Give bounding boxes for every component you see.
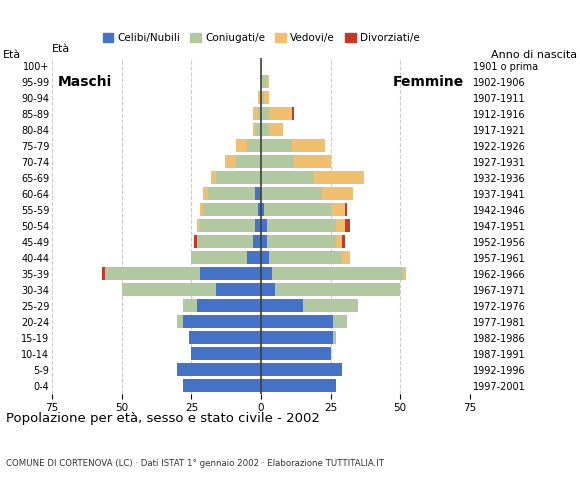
Bar [334,331,336,344]
Bar [261,379,336,392]
Bar [261,75,267,88]
Bar [342,251,350,264]
Bar [255,219,261,232]
Bar [208,187,255,200]
Bar [197,299,261,312]
Bar [216,171,261,184]
Bar [322,187,353,200]
Bar [253,107,258,120]
Bar [247,139,261,152]
Bar [200,267,261,280]
Bar [336,219,345,232]
Bar [261,235,267,248]
Bar [261,203,264,216]
Bar [269,251,342,264]
Bar [202,203,258,216]
Bar [269,107,292,120]
Bar [261,123,269,136]
Bar [225,155,236,168]
Bar [253,235,261,248]
Bar [261,187,322,200]
Bar [261,347,331,360]
Bar [272,267,403,280]
Bar [258,91,261,104]
Bar [267,235,336,248]
Bar [261,155,295,168]
Bar [194,235,197,248]
Bar [261,363,342,376]
Bar [183,379,261,392]
Bar [342,235,345,248]
Bar [292,107,295,120]
Bar [105,267,200,280]
Bar [183,315,261,328]
Bar [314,171,364,184]
Bar [200,219,255,232]
Bar [261,331,334,344]
Bar [253,123,255,136]
Bar [295,155,331,168]
Text: Età: Età [3,50,21,60]
Bar [211,171,216,184]
Bar [269,123,283,136]
Bar [261,315,334,328]
Text: Maschi: Maschi [58,74,112,89]
Text: COMUNE DI CORTENOVA (LC) · Dati ISTAT 1° gennaio 2002 · Elaborazione TUTTITALIA.: COMUNE DI CORTENOVA (LC) · Dati ISTAT 1°… [6,459,384,468]
Bar [261,139,292,152]
Bar [258,203,261,216]
Text: Popolazione per età, sesso e stato civile - 2002: Popolazione per età, sesso e stato civil… [6,412,320,425]
Bar [261,267,272,280]
Bar [255,187,261,200]
Bar [261,107,269,120]
Bar [267,75,269,88]
Bar [197,235,253,248]
Bar [275,283,400,296]
Bar [267,219,336,232]
Bar [345,203,347,216]
Bar [258,107,261,120]
Bar [303,299,358,312]
Bar [264,91,269,104]
Bar [200,203,202,216]
Bar [331,203,345,216]
Bar [345,219,350,232]
Legend: Celibi/Nubili, Coniugati/e, Vedovi/e, Divorziati/e: Celibi/Nubili, Coniugati/e, Vedovi/e, Di… [99,29,423,48]
Bar [122,283,216,296]
Bar [202,187,208,200]
Bar [403,267,406,280]
Bar [261,251,269,264]
Bar [216,283,261,296]
Bar [292,139,325,152]
Text: Femmine: Femmine [393,74,464,89]
Bar [188,331,261,344]
Bar [197,219,200,232]
Bar [261,299,303,312]
Text: Età: Età [52,44,70,54]
Bar [102,267,105,280]
Bar [191,251,247,264]
Bar [236,139,247,152]
Bar [247,251,261,264]
Bar [336,235,342,248]
Bar [183,299,197,312]
Bar [177,315,183,328]
Bar [261,171,314,184]
Bar [236,155,261,168]
Bar [255,123,261,136]
Bar [264,203,331,216]
Bar [261,219,267,232]
Bar [334,315,347,328]
Bar [191,347,261,360]
Bar [261,283,275,296]
Text: Anno di nascita: Anno di nascita [491,50,577,60]
Bar [261,91,264,104]
Bar [177,363,261,376]
